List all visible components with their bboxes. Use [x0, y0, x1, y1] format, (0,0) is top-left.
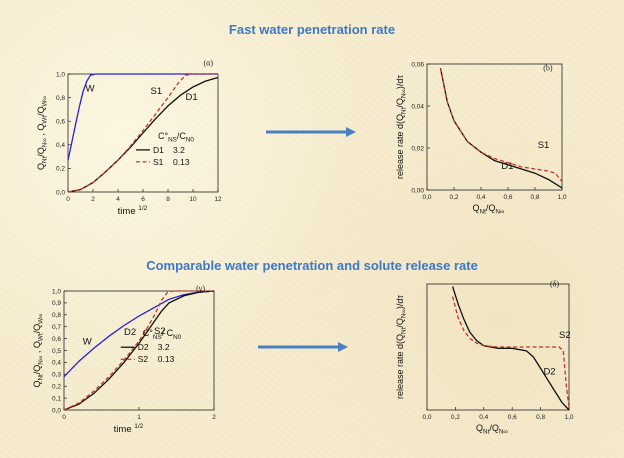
- y-tick-label: 0,4: [52, 360, 61, 367]
- legend-value-S1: 0.13: [173, 157, 190, 167]
- legend-name-D1: D1: [153, 145, 164, 155]
- y-tick-label: 0,2: [56, 166, 65, 173]
- series-line-D2: [451, 286, 570, 411]
- plot-frame: [426, 283, 570, 411]
- x-tick-label: 1,0: [557, 194, 566, 201]
- y-tick-label: 0,7: [52, 324, 61, 331]
- y-tick-label: 0,4: [56, 142, 65, 149]
- legend-value-D1: 3.2: [173, 145, 185, 155]
- panel-tag: (b): [543, 63, 553, 72]
- x-tick-label: 0,2: [449, 194, 458, 201]
- y-tick-label: 0,6: [56, 119, 65, 126]
- y-tick-label: 0,6: [52, 336, 61, 343]
- series-label-S1: S1: [151, 86, 163, 97]
- x-tick-label: 4: [116, 196, 120, 203]
- y-axis-label: QNt​/QN∞​ , QWt​/QW∞​: [32, 313, 45, 388]
- y-tick-label: 0,8: [56, 95, 65, 102]
- x-tick-label: 1,0: [564, 414, 573, 421]
- y-tick-label: 0,9: [52, 300, 61, 307]
- x-tick-label: 0,0: [422, 414, 431, 421]
- series-label-S2: S2: [154, 326, 166, 337]
- x-tick-label: 0,0: [422, 194, 431, 201]
- panel-tag: (γ): [196, 284, 205, 293]
- x-tick-label: 2: [91, 196, 95, 203]
- y-axis-label: release rate d(QNt​/QN∞​)/dτ: [395, 295, 408, 399]
- legend-title: C°NS​/ CN0​: [143, 328, 182, 341]
- series-line-S2: [451, 296, 570, 408]
- x-tick-label: 0,4: [479, 414, 488, 421]
- y-tick-label: 0,02: [411, 145, 424, 152]
- y-tick-label: 0,2: [52, 384, 61, 391]
- panel-tag: (α): [203, 59, 213, 68]
- x-tick-label: 0,8: [536, 414, 545, 421]
- y-tick-label: 0,06: [411, 61, 424, 68]
- y-axis-label: release rate d(QNt​/QN∞​)/dτ: [395, 75, 408, 179]
- y-tick-label: 0,3: [52, 372, 61, 379]
- legend-title: C°NS​/CN0​: [158, 131, 194, 144]
- legend-value-S2: 0.13: [158, 354, 175, 364]
- y-tick-label: 1,0: [52, 288, 61, 295]
- chart-panel-3: 0 1 2 0,0 0,1 0,2 0,3 0,4 0,5 0,6 0,7 0,8 0,9 1,0 W D2 S…: [32, 284, 216, 435]
- x-tick-label: 10: [189, 196, 197, 203]
- legend-name-D2: D2: [138, 342, 149, 352]
- x-tick-label: 0: [66, 196, 70, 203]
- x-axis-label: time 1/2: [118, 205, 148, 217]
- x-tick-label: 0: [62, 414, 66, 421]
- y-tick-label: 1,0: [56, 71, 65, 78]
- x-axis-label: QNt​/QN∞​: [476, 423, 508, 436]
- y-tick-label: 0,00: [411, 187, 424, 194]
- series-label-W: W: [86, 84, 95, 95]
- x-tick-label: 0,6: [508, 414, 517, 421]
- series-label-W: W: [83, 337, 92, 348]
- y-tick-label: 0,8: [52, 312, 61, 319]
- x-tick-label: 0,6: [503, 194, 512, 201]
- series-label-S2: S2: [559, 330, 571, 341]
- x-axis-label: time 1/2: [114, 423, 144, 435]
- legend-name-S1: S1: [153, 157, 164, 167]
- chart-panel-4: 0,0 0,2 0,4 0,6 0,8 1,0 D2 S2 (δ) QNt​/QN∞​ releas…: [395, 280, 574, 436]
- series-line-S1: [439, 68, 563, 183]
- series-label-D2: D2: [543, 367, 555, 378]
- x-tick-label: 1: [137, 414, 141, 421]
- chart-panel-1: 0 2 4 6 8 10 12 0,0 0,2 0,4 0,6 0,8 1,0 W D1 S1 (α) C°NS​…: [36, 59, 222, 217]
- series-line-D2: [63, 290, 215, 411]
- y-tick-label: 0,04: [411, 103, 424, 110]
- series-line-W: [67, 73, 218, 161]
- series-label-S1: S1: [538, 140, 550, 151]
- x-tick-label: 2: [212, 414, 216, 421]
- x-tick-label: 12: [214, 196, 222, 203]
- series-label-D1: D1: [186, 92, 198, 103]
- series-line-S1: [67, 73, 218, 193]
- y-tick-label: 0,0: [56, 189, 65, 196]
- legend-value-D2: 3.2: [158, 342, 170, 352]
- x-tick-label: 0,4: [476, 194, 485, 201]
- heading-fast-water: Fast water penetration rate: [228, 22, 396, 37]
- plot-frame: [426, 63, 563, 191]
- series-label-D1: D1: [501, 161, 513, 172]
- chart-panel-2: 0,0 0,2 0,4 0,6 0,8 1,0 0,00 0,02 0,04 0,06 D1 S1 (b…: [395, 61, 567, 215]
- series-line-W: [63, 290, 215, 378]
- x-tick-label: 6: [141, 196, 145, 203]
- y-tick-label: 0,1: [52, 395, 61, 402]
- legend-name-S2: S2: [138, 354, 149, 364]
- x-tick-label: 0,2: [451, 414, 460, 421]
- heading-comparable: Comparable water penetration and solute …: [146, 258, 478, 273]
- x-axis-label: QNt​/QN∞​: [473, 203, 505, 216]
- y-tick-label: 0,0: [52, 407, 61, 414]
- series-label-D2: D2: [124, 327, 136, 338]
- x-tick-label: 8: [166, 196, 170, 203]
- series-line-S2: [63, 290, 214, 411]
- panel-tag: (δ): [550, 280, 559, 289]
- y-axis-label: QNt​/QN∞​ , QWt​/QW∞​: [36, 95, 49, 170]
- x-tick-label: 0,8: [530, 194, 539, 201]
- y-tick-label: 0,5: [52, 348, 61, 355]
